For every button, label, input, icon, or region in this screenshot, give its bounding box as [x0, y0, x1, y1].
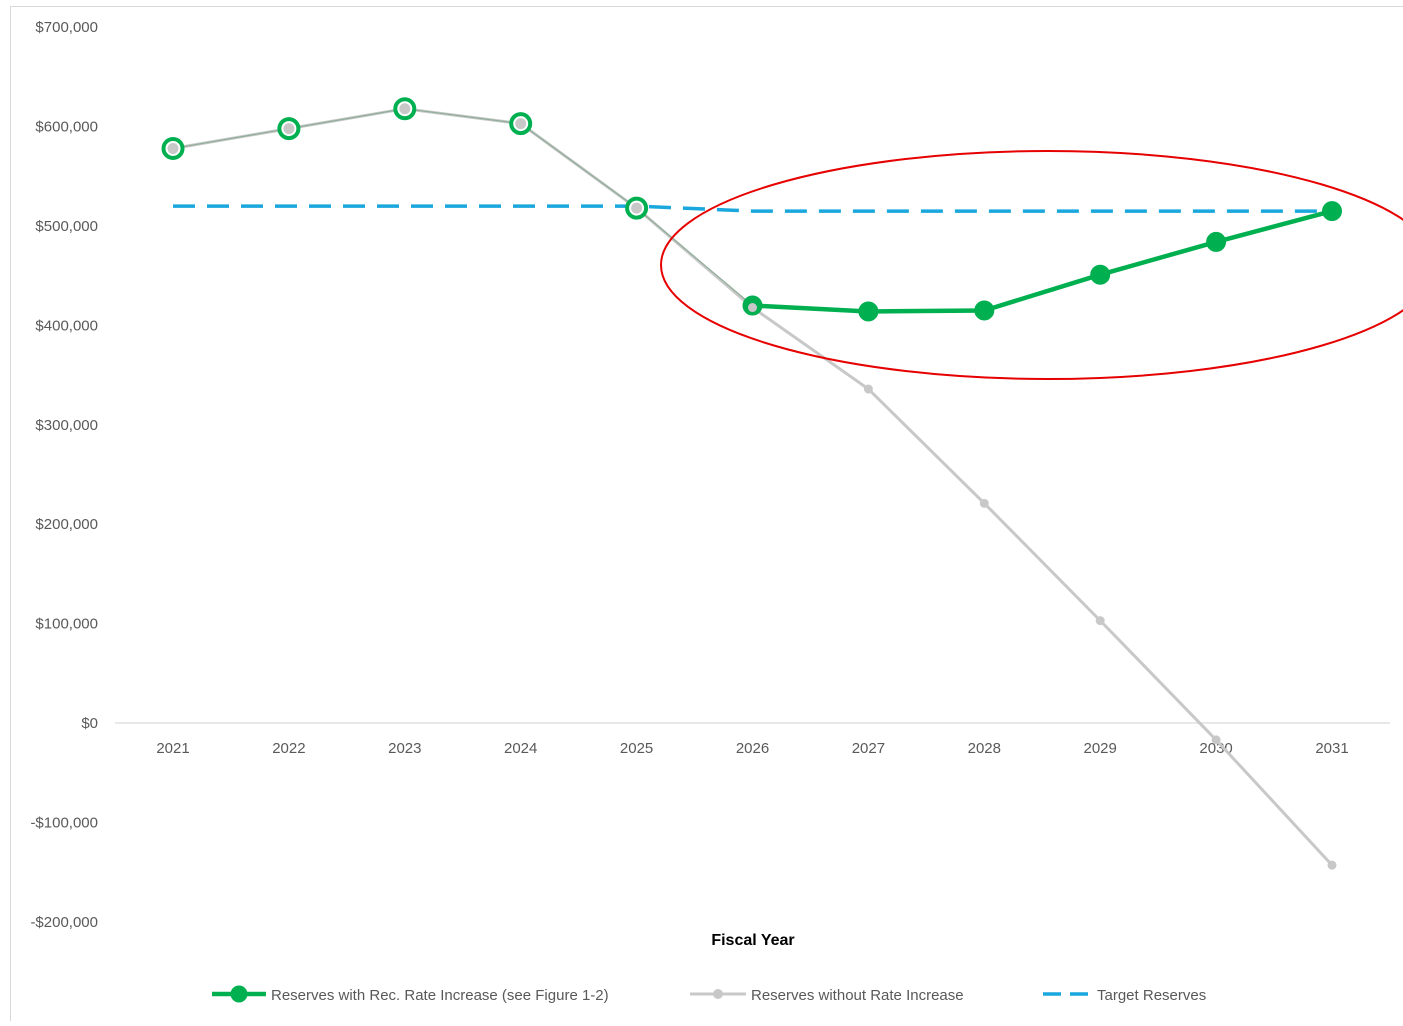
legend-item: Reserves without Rate Increase: [690, 987, 964, 1004]
marker-without-rate-increase: [1327, 860, 1337, 870]
series-line-with-rate-increase-overlap: [172, 108, 753, 306]
y-tick-label: $0: [81, 715, 98, 732]
annotation-ellipse: [660, 150, 1403, 380]
y-tick-label: -$100,000: [30, 814, 98, 831]
annotation-layer: [660, 150, 1403, 380]
marker-with-rate-increase: [1090, 264, 1111, 285]
y-tick-label: $400,000: [35, 317, 98, 334]
y-tick-label: $500,000: [35, 218, 98, 235]
y-tick-label: $100,000: [35, 616, 98, 633]
series-line-target-reserves: [173, 204, 1332, 213]
y-tick-label: $300,000: [35, 417, 98, 434]
legend: Reserves with Rec. Rate Increase (see Fi…: [212, 985, 1206, 1004]
marker-with-rate-increase: [1322, 201, 1342, 222]
marker-without-rate-increase: [399, 103, 411, 115]
x-tick-label: 2030: [1199, 740, 1232, 757]
legend-label: Target Reserves: [1097, 987, 1206, 1004]
x-tick-label: 2024: [504, 740, 537, 757]
marker-without-rate-increase: [515, 118, 527, 130]
series-line-with-rate-increase: [752, 208, 1333, 314]
legend-label: Reserves with Rec. Rate Increase (see Fi…: [271, 987, 609, 1004]
marker-without-rate-increase: [631, 202, 643, 214]
x-tick-label: 2022: [272, 740, 305, 757]
x-axis-label: Fiscal Year: [711, 932, 794, 949]
series-layer: [161, 97, 1342, 870]
y-tick-label: $200,000: [35, 516, 98, 533]
marker-with-rate-increase: [858, 301, 879, 322]
legend-item: Target Reserves: [1043, 987, 1206, 1004]
chart-border-top: [10, 6, 1403, 7]
x-tick-label: 2027: [852, 740, 885, 757]
x-tick-label: 2023: [388, 740, 421, 757]
y-tick-label: $600,000: [35, 119, 98, 136]
marker-without-rate-increase: [1095, 616, 1105, 626]
marker-without-rate-increase: [1211, 735, 1221, 745]
marker-without-rate-increase: [863, 384, 873, 394]
x-tick-label: 2029: [1084, 740, 1117, 757]
legend-item: Reserves with Rec. Rate Increase (see Fi…: [212, 985, 609, 1004]
marker-with-rate-increase: [974, 300, 995, 321]
x-tick-label: 2025: [620, 740, 653, 757]
legend-marker: [230, 985, 248, 1003]
x-tick-label: 2031: [1315, 740, 1348, 757]
x-tick-label: 2028: [968, 740, 1001, 757]
legend-label: Reserves without Rate Increase: [751, 987, 964, 1004]
marker-without-rate-increase: [979, 498, 989, 508]
x-tick-label: 2026: [736, 740, 769, 757]
y-tick-label: $700,000: [35, 19, 98, 36]
chart-border-left: [10, 6, 11, 1021]
legend-marker: [713, 989, 723, 999]
y-axis-ticks: -$200,000 -$100,000 $0 $100,000 $200,000 $300…: [30, 19, 98, 931]
y-tick-label: -$200,000: [30, 914, 98, 931]
marker-without-rate-increase: [167, 142, 179, 154]
marker-with-rate-increase: [1206, 231, 1227, 252]
x-axis-ticks: 2021 2022 2023 2024 2025 2026 2027 2028 2029 2030…: [156, 740, 1348, 757]
marker-without-rate-increase: [748, 303, 757, 313]
marker-without-rate-increase: [283, 123, 295, 135]
x-tick-label: 2021: [156, 740, 189, 757]
